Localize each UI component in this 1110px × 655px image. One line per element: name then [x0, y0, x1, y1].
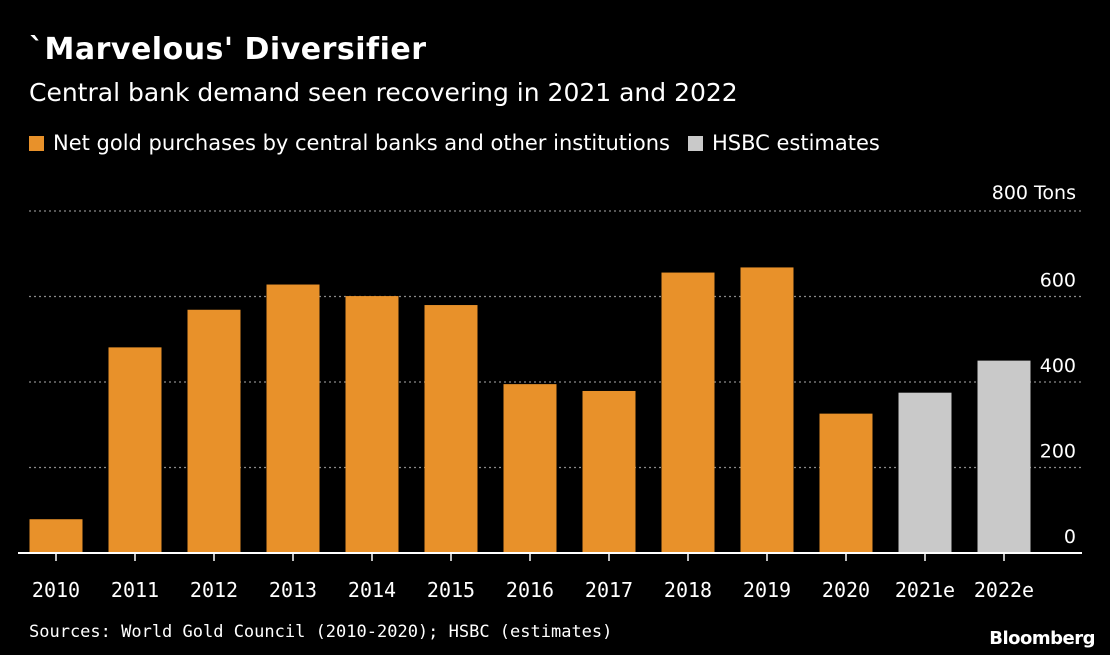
x-tick-label: 2019 [743, 578, 791, 602]
legend-label-estimates: HSBC estimates [711, 131, 880, 155]
bar-purchases [740, 267, 794, 553]
x-tick-label: 2010 [32, 578, 80, 602]
bar-purchases [503, 384, 557, 553]
legend-item-estimates: HSBC estimates [687, 131, 880, 155]
bar-purchases [424, 305, 478, 553]
bar-purchases [29, 519, 83, 553]
bar-estimate [977, 360, 1031, 553]
y-tick-label: 400 [1040, 355, 1076, 377]
bar-estimate [898, 392, 952, 553]
chart-subtitle: Central bank demand seen recovering in 2… [29, 78, 738, 107]
x-tick-label: 2020 [822, 578, 870, 602]
chart-title: `Marvelous' Diversifier [29, 32, 427, 67]
x-tick-label: 2015 [427, 578, 475, 602]
y-tick-label: 600 [1040, 270, 1076, 292]
bar-purchases [187, 309, 241, 553]
y-tick-label: 800 Tons [992, 182, 1076, 204]
x-tick-label: 2017 [585, 578, 633, 602]
legend-swatch-estimates [687, 135, 703, 151]
bar-purchases [819, 413, 873, 553]
legend-item-purchases: Net gold purchases by central banks and … [29, 131, 670, 155]
x-tick-label: 2013 [269, 578, 317, 602]
source-note: Sources: World Gold Council (2010-2020);… [29, 622, 613, 642]
bar-purchases [345, 296, 399, 553]
x-tick-label: 2022e [974, 578, 1034, 602]
legend-label-purchases: Net gold purchases by central banks and … [53, 131, 670, 155]
legend-swatch-purchases [29, 135, 44, 151]
brand-logo: Bloomberg [989, 628, 1095, 649]
bar-purchases [582, 390, 636, 553]
x-tick-label: 2018 [664, 578, 712, 602]
bar-purchases [108, 347, 162, 553]
x-tick-label: 2011 [111, 578, 159, 602]
legend: Net gold purchases by central banks and … [29, 131, 898, 155]
x-tick-label: 2014 [348, 578, 396, 602]
y-tick-label: 200 [1040, 441, 1076, 463]
y-tick-label: 0 [1064, 526, 1076, 548]
bar-purchases [266, 284, 320, 553]
x-tick-label: 2012 [190, 578, 238, 602]
x-tick-label: 2021e [895, 578, 955, 602]
x-tick-label: 2016 [506, 578, 554, 602]
bar-purchases [661, 272, 715, 553]
